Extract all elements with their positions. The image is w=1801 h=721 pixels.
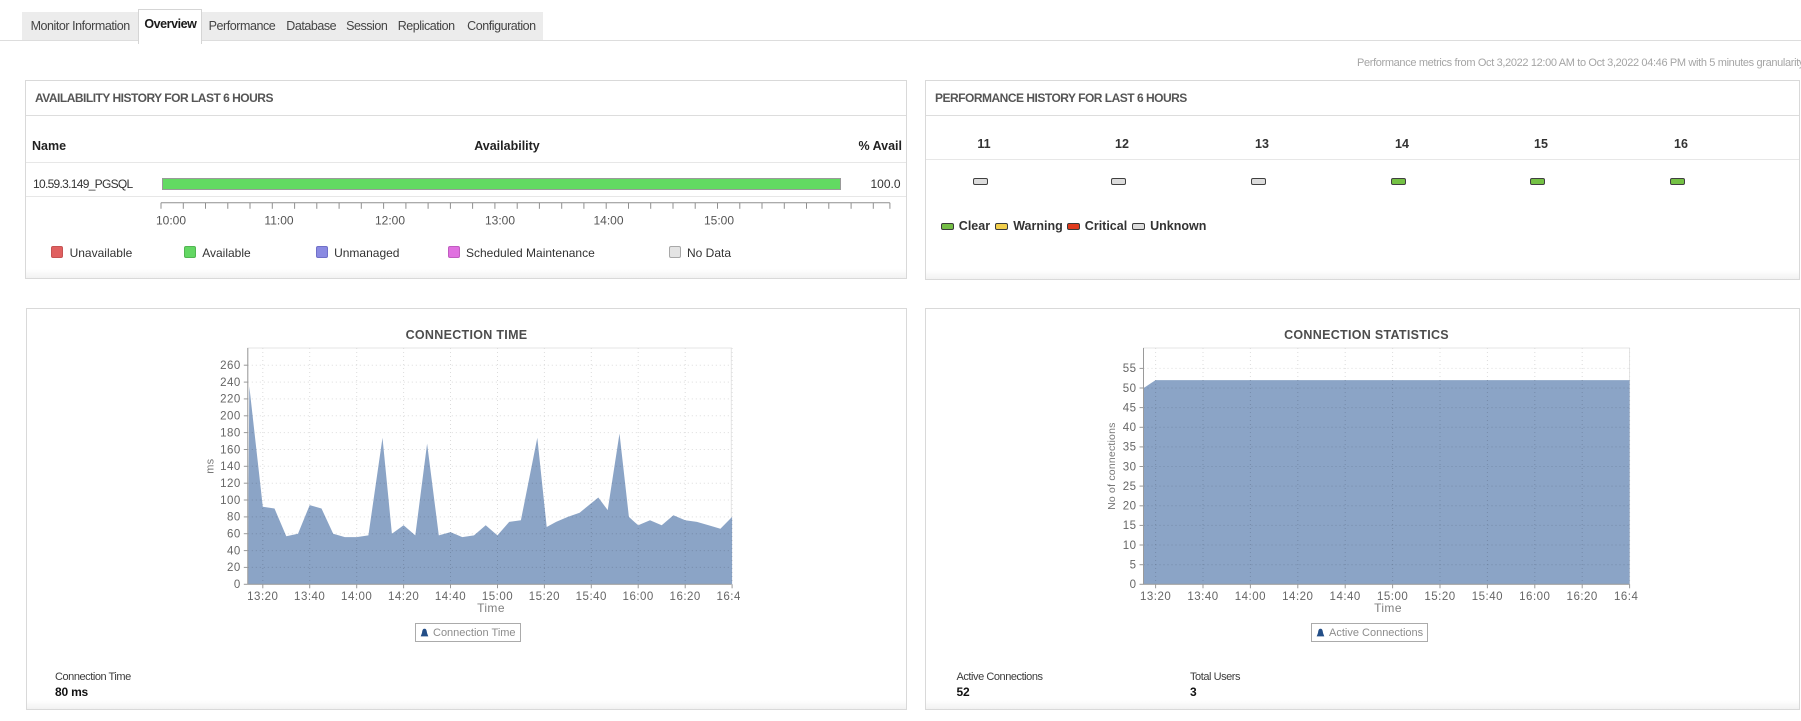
svg-text:12:00: 12:00 [375,214,405,228]
svg-text:120: 120 [220,478,241,490]
svg-text:16:40: 16:40 [716,591,740,603]
svg-text:45: 45 [1123,402,1137,414]
svg-text:10: 10 [1123,540,1137,552]
svg-text:14:20: 14:20 [1282,591,1313,603]
svg-text:11:00: 11:00 [264,214,293,228]
svg-text:15:40: 15:40 [1472,591,1503,603]
svg-text:15: 15 [1123,520,1137,532]
svg-text:13:40: 13:40 [294,591,325,603]
svg-text:260: 260 [220,360,241,372]
svg-text:15:40: 15:40 [576,591,607,603]
svg-text:16:00: 16:00 [1519,591,1550,603]
svg-text:0: 0 [1130,579,1137,591]
svg-text:40: 40 [227,545,241,557]
svg-text:200: 200 [220,411,241,423]
svg-text:20: 20 [227,562,241,574]
svg-text:0: 0 [234,579,241,591]
svg-text:55: 55 [1123,363,1137,375]
svg-text:40: 40 [1123,422,1137,434]
svg-text:140: 140 [220,461,241,473]
svg-text:220: 220 [220,394,241,406]
svg-text:14:00: 14:00 [1235,591,1266,603]
svg-text:50: 50 [1123,383,1137,395]
svg-text:13:00: 13:00 [485,214,515,228]
svg-text:180: 180 [220,427,241,439]
svg-text:14:20: 14:20 [388,591,419,603]
svg-text:14:40: 14:40 [1330,591,1361,603]
svg-text:13:20: 13:20 [247,591,278,603]
svg-text:14:40: 14:40 [435,591,466,603]
svg-text:240: 240 [220,377,241,389]
svg-text:13:40: 13:40 [1187,591,1218,603]
svg-text:15:20: 15:20 [529,591,560,603]
svg-text:25: 25 [1123,481,1137,493]
svg-text:10:00: 10:00 [156,214,186,228]
svg-text:15:00: 15:00 [1377,591,1408,603]
svg-text:No of connections: No of connections [1106,422,1118,509]
svg-text:13:20: 13:20 [1140,591,1171,603]
svg-text:ms: ms [205,458,217,473]
svg-text:20: 20 [1123,501,1137,513]
svg-text:160: 160 [220,444,241,456]
svg-text:60: 60 [227,529,241,541]
svg-text:16:20: 16:20 [670,591,701,603]
svg-text:16:00: 16:00 [623,591,654,603]
svg-text:14:00: 14:00 [593,214,623,228]
svg-text:15:00: 15:00 [704,214,734,228]
svg-text:14:00: 14:00 [341,591,372,603]
svg-text:15:00: 15:00 [482,591,513,603]
svg-text:16:20: 16:20 [1567,591,1598,603]
svg-text:35: 35 [1123,442,1137,454]
svg-text:30: 30 [1123,461,1137,473]
svg-text:80: 80 [227,512,241,524]
svg-text:100: 100 [220,495,241,507]
svg-text:15:20: 15:20 [1424,591,1455,603]
svg-text:16:40: 16:40 [1614,591,1638,603]
svg-text:5: 5 [1130,560,1137,572]
